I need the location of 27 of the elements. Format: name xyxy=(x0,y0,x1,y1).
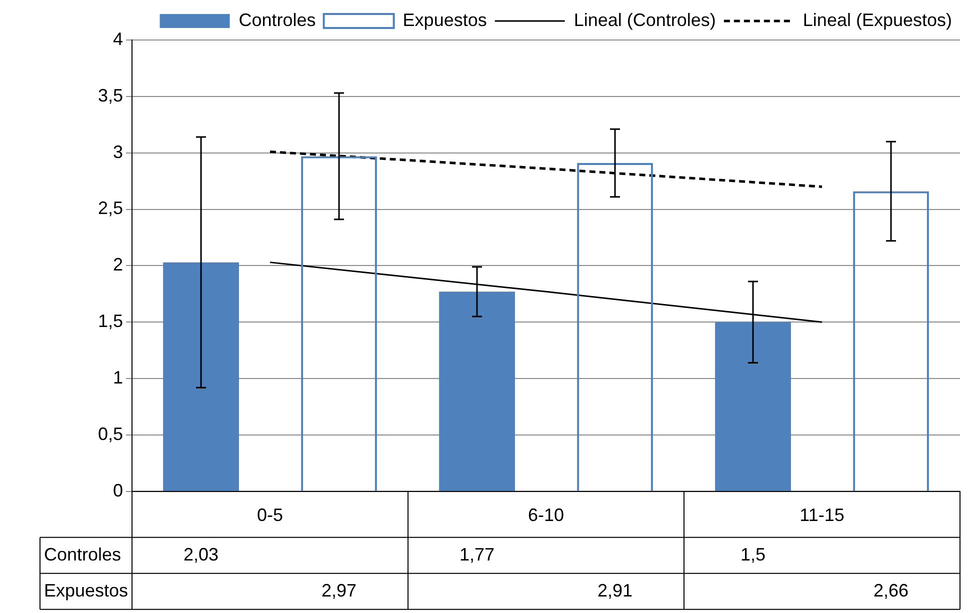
data-label: 2,97 xyxy=(321,580,357,600)
bar xyxy=(439,292,515,491)
legend-label: Lineal (Expuestos) xyxy=(802,10,952,30)
legend-label: Lineal (Controles) xyxy=(574,10,716,30)
y-tick-label: 2,5 xyxy=(98,198,124,218)
y-tick-label: 0,5 xyxy=(98,424,124,444)
y-tick-label: 1,5 xyxy=(98,311,124,332)
legend-label: Expuestos xyxy=(402,10,487,30)
y-tick-label: 4 xyxy=(113,28,124,49)
text: Expuestos xyxy=(44,580,128,600)
y-tick-label: 0 xyxy=(113,480,124,500)
x-tick-label: 6-10 xyxy=(528,505,564,526)
data-label: 1,77 xyxy=(459,544,495,564)
bar xyxy=(715,322,791,491)
y-tick-label: 3,5 xyxy=(98,85,124,106)
data-label: 2,91 xyxy=(597,580,633,600)
text: Controles xyxy=(44,544,122,564)
bar xyxy=(163,262,239,491)
data-label: 2,03 xyxy=(183,544,219,564)
data-label: 2,66 xyxy=(873,580,909,600)
y-tick-label: 2 xyxy=(113,254,124,275)
y-tick-label: 3 xyxy=(113,142,124,162)
x-tick-label: 11-15 xyxy=(800,505,844,526)
x-tick-label: 0-5 xyxy=(257,505,284,526)
y-tick-label: 1 xyxy=(113,368,124,388)
data-label: 1,5 xyxy=(740,544,766,564)
legend-label: Controles xyxy=(238,10,316,30)
